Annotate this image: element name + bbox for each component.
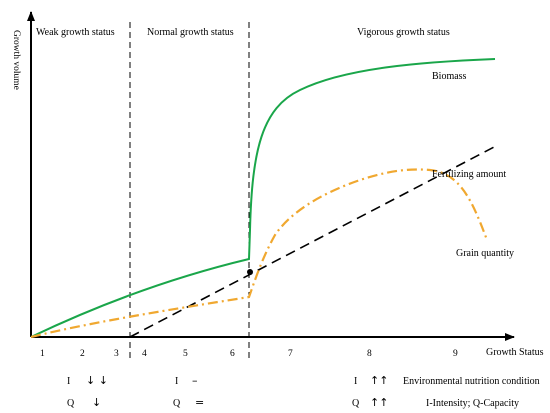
biomass-curve: [30, 58, 496, 338]
normal-i-arrow: –: [192, 374, 198, 387]
intersection-point: [247, 269, 253, 275]
x-tick-5: 5: [183, 349, 188, 359]
weak-i-arrow: ↓ ↓: [86, 374, 108, 387]
weak-q-symbol: Q: [67, 398, 75, 409]
vigorous-i-arrow: ↑↑: [370, 374, 388, 387]
x-tick-4: 4: [142, 349, 147, 359]
x-tick-3: 3: [114, 349, 119, 359]
normal-q-symbol: Q: [173, 398, 181, 409]
normal-i-symbol: I: [175, 376, 178, 387]
fertilizing-amount-line: [129, 145, 497, 338]
x-tick-2: 2: [80, 349, 85, 359]
biomass-label: Biomass: [432, 71, 467, 82]
fertilizing-amount-label: Fertilizing amount: [432, 169, 506, 180]
zone-label-normal: Normal growth status: [147, 27, 234, 38]
zone-label-vigorous: Vigorous growth status: [357, 27, 450, 38]
x-tick-9: 9: [453, 349, 458, 359]
weak-q-arrow: ↓: [92, 396, 101, 409]
weak-i-symbol: I: [67, 376, 70, 387]
grain-quantity-label: Grain quantity: [456, 248, 514, 259]
x-tick-1: 1: [40, 349, 45, 359]
vigorous-i-symbol: I: [354, 376, 357, 387]
environmental-condition-label: Environmental nutrition condition: [403, 376, 540, 387]
y-axis-label: Growth volume: [11, 30, 21, 90]
normal-q-arrow: =: [195, 396, 204, 409]
x-axis-label: Growth Status: [486, 347, 544, 358]
vigorous-q-arrow: ↑↑: [370, 396, 388, 409]
x-tick-8: 8: [367, 349, 372, 359]
intensity-capacity-key: I-Intensity; Q-Capacity: [426, 398, 519, 409]
zone-label-weak: Weak growth status: [36, 27, 115, 38]
x-tick-6: 6: [230, 349, 235, 359]
vigorous-q-symbol: Q: [352, 398, 360, 409]
grain-quantity-curve: [30, 168, 489, 339]
x-tick-7: 7: [288, 349, 293, 359]
